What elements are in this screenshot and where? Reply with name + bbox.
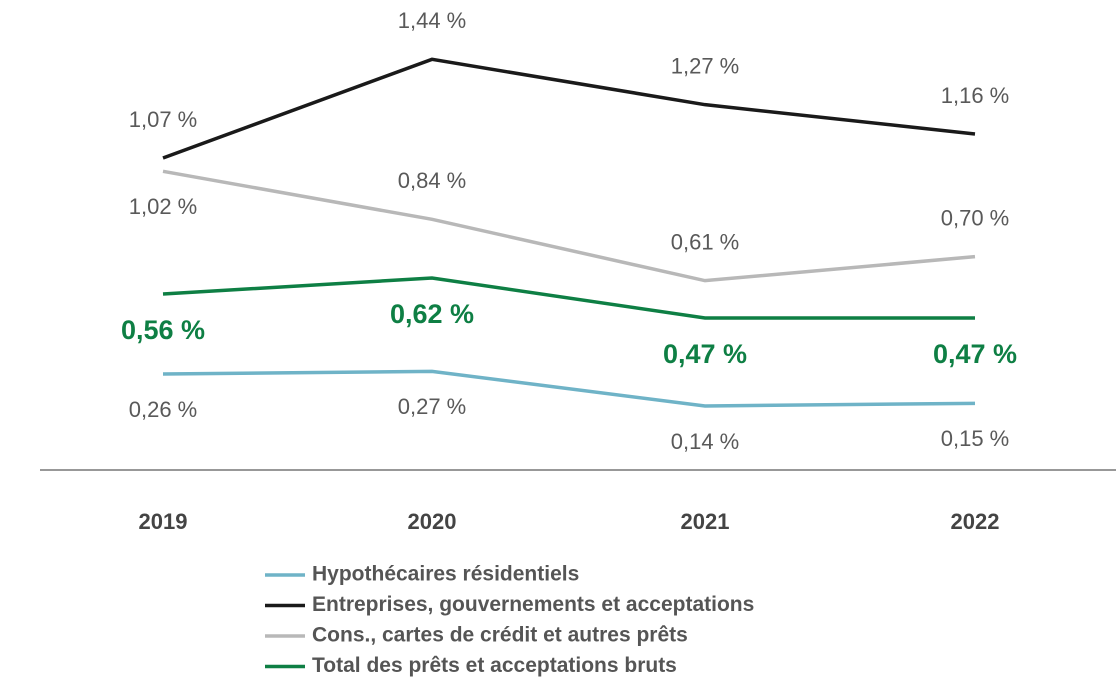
line-series: [162, 169, 976, 283]
data-label: 0,70 %: [941, 205, 1010, 230]
data-label: 0,47 %: [663, 339, 747, 369]
line-series: [162, 369, 976, 408]
legend-label: Entreprises, gouvernements et acceptatio…: [312, 593, 754, 616]
x-tick-label: 2022: [951, 509, 1000, 534]
data-label: 0,84 %: [398, 168, 467, 193]
data-label: 1,07 %: [129, 107, 198, 132]
x-tick-label: 2020: [408, 509, 457, 534]
data-label: 1,27 %: [671, 53, 740, 78]
data-label: 0,47 %: [933, 339, 1017, 369]
data-label: 1,02 %: [129, 194, 198, 219]
data-label: 0,56 %: [121, 315, 205, 345]
data-label: 0,62 %: [390, 299, 474, 329]
legend-label: Cons., cartes de crédit et autres prêts: [312, 624, 688, 647]
line-series: [162, 57, 976, 160]
legend-label: Hypothécaires résidentiels: [312, 563, 579, 586]
data-label: 0,14 %: [671, 429, 740, 454]
x-tick-label: 2019: [139, 509, 188, 534]
legend-label: Total des prêts et acceptations bruts: [312, 654, 677, 677]
data-label: 0,26 %: [129, 397, 198, 422]
data-label: 0,27 %: [398, 394, 467, 419]
line-series: [162, 276, 975, 320]
data-label: 1,44 %: [398, 8, 467, 33]
data-label: 0,61 %: [671, 229, 740, 254]
data-label: 1,16 %: [941, 83, 1010, 108]
x-tick-label: 2021: [681, 509, 730, 534]
data-label: 0,15 %: [941, 426, 1010, 451]
